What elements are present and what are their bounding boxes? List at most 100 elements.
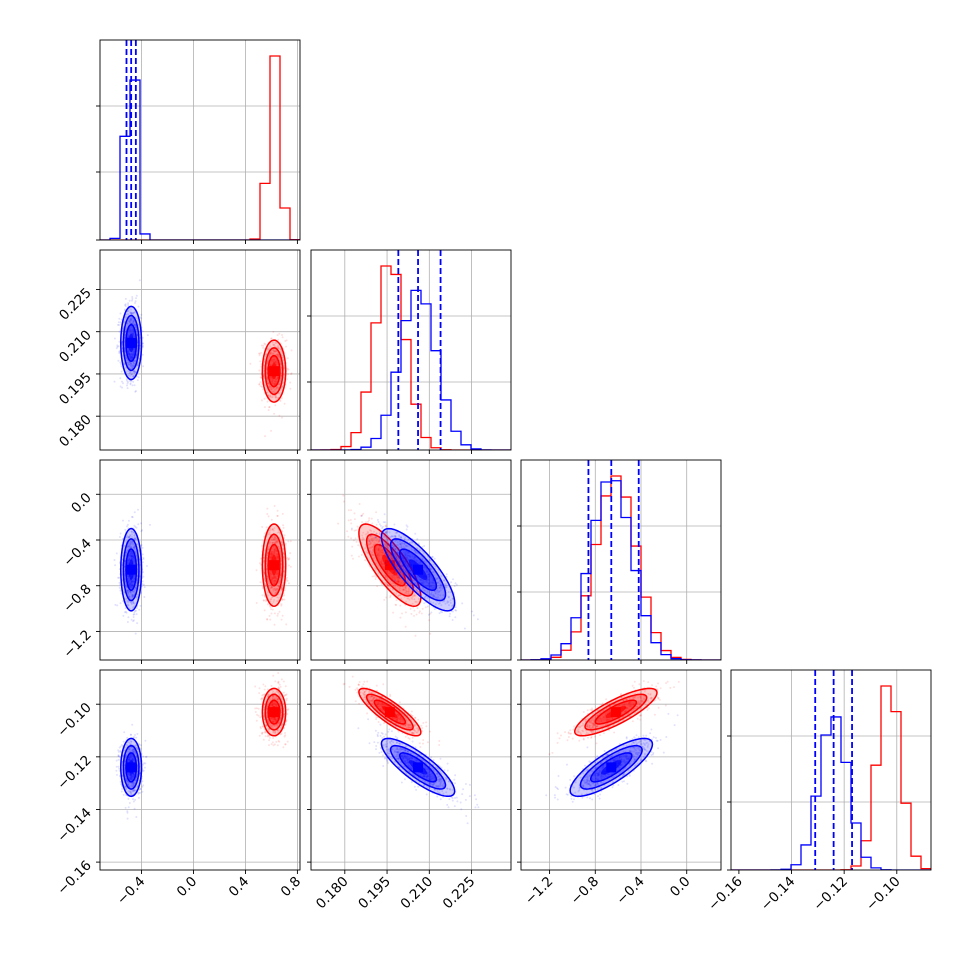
- density-contour: [120, 305, 143, 381]
- x-tick-label: −0.10: [863, 874, 904, 915]
- density-peak: [610, 707, 621, 718]
- panel-frame: [99, 459, 301, 661]
- density-contour: [569, 737, 654, 798]
- density-contour: [264, 347, 284, 396]
- panel-2-2: [517, 459, 722, 664]
- y-tick-label: −1.2: [60, 627, 94, 661]
- x-tick-label: 0.0: [667, 874, 694, 901]
- panel-frame: [310, 249, 512, 451]
- density-contour: [125, 752, 138, 783]
- density-contour: [261, 339, 287, 403]
- panel-frame: [730, 669, 932, 871]
- scatter-series-1: [350, 513, 479, 630]
- y-tick-label: −0.16: [54, 858, 95, 899]
- x-tick-label: 0.210: [397, 874, 436, 913]
- axis-ticks: [307, 493, 473, 664]
- y-tick-label: 0.180: [56, 412, 95, 451]
- x-tick-label: 0.180: [313, 874, 352, 913]
- grid: [311, 670, 511, 870]
- density-peak: [413, 564, 424, 575]
- x-tick-label: 0.0: [174, 874, 201, 901]
- panel-1-1: [307, 249, 512, 454]
- grid: [100, 40, 300, 240]
- x-tick-label: 0.195: [355, 874, 394, 913]
- density-contour: [389, 744, 447, 790]
- x-tick-label: −1.2: [522, 874, 556, 908]
- density-contour: [579, 744, 643, 790]
- density-contour: [573, 687, 658, 737]
- x-tick-label: −0.4: [613, 874, 647, 908]
- density-contour: [373, 699, 407, 725]
- histogram-series-0: [100, 55, 300, 240]
- panel-frame: [520, 669, 722, 871]
- x-tick-label: −0.8: [568, 874, 602, 908]
- density-peak: [384, 707, 395, 718]
- y-tick-label: −0.14: [54, 805, 95, 846]
- panel-2-1: [307, 459, 512, 664]
- density-peak: [269, 560, 280, 571]
- axis-ticks: [307, 315, 473, 454]
- density-peak: [269, 707, 280, 718]
- y-tick-label: 0.0: [68, 490, 95, 517]
- panel-0-0: [96, 39, 301, 244]
- y-tick-label: −0.12: [54, 752, 95, 793]
- density-peak: [606, 762, 617, 773]
- x-tick-label: 0.225: [440, 874, 479, 913]
- panel-frame: [99, 669, 301, 871]
- y-tick-label: −0.4: [60, 536, 94, 570]
- density-contour: [380, 527, 456, 612]
- x-tick-label: 0.8: [278, 874, 305, 901]
- x-tick-label: 0.4: [226, 874, 253, 901]
- density-contour: [267, 543, 281, 587]
- panel-frame: [520, 459, 722, 661]
- density-contour: [398, 752, 438, 783]
- density-contour: [584, 693, 648, 731]
- density-contour: [122, 744, 140, 790]
- axis-ticks: [96, 105, 298, 244]
- density-contour: [264, 533, 284, 597]
- density-peak: [413, 762, 424, 773]
- density-contour: [267, 354, 281, 388]
- density-peak: [126, 564, 137, 575]
- density-contour: [594, 699, 638, 725]
- density-contour: [365, 533, 414, 597]
- density-contour: [358, 687, 422, 737]
- density-contour: [358, 523, 422, 608]
- density-contour: [264, 693, 284, 731]
- density-peak: [269, 366, 280, 377]
- y-tick-label: 0.225: [56, 285, 95, 324]
- density-contour: [389, 538, 447, 602]
- density-peak: [126, 762, 137, 773]
- panel-3-0: −0.4 0.0 0.4 0.8 −0.16 −0.14 −0.12 −0.10: [54, 669, 305, 908]
- density-contour: [120, 737, 143, 798]
- density-contour: [261, 687, 287, 737]
- x-tick-label: −0.14: [758, 874, 799, 915]
- panel-frame: [99, 39, 301, 241]
- density-contour: [589, 752, 633, 783]
- density-contour: [261, 523, 287, 608]
- density-contour: [125, 323, 138, 363]
- panel-frame: [310, 669, 512, 871]
- histogram-series-0: [731, 685, 931, 870]
- panel-3-2: −1.2 −0.8 −0.4 0.0: [517, 669, 722, 908]
- axis-ticks: −0.16 −0.14 −0.12 −0.10: [705, 735, 904, 915]
- density-contour: [125, 548, 138, 592]
- panel-3-3: −0.16 −0.14 −0.12 −0.10: [705, 669, 932, 915]
- panel-2-0: −1.2 −0.8 −0.4 0.0: [60, 459, 301, 664]
- density-contour: [122, 538, 140, 602]
- density-contour: [398, 548, 438, 592]
- y-tick-label: −0.10: [54, 700, 95, 741]
- grid: [100, 670, 300, 870]
- density-contour: [120, 527, 143, 612]
- x-tick-label: −0.16: [705, 874, 746, 915]
- density-peak: [384, 560, 395, 571]
- density-contour: [267, 699, 281, 725]
- y-tick-label: −0.8: [60, 581, 94, 615]
- density-contour: [365, 693, 414, 731]
- panel-frame: [310, 459, 512, 661]
- axis-ticks: [517, 525, 688, 664]
